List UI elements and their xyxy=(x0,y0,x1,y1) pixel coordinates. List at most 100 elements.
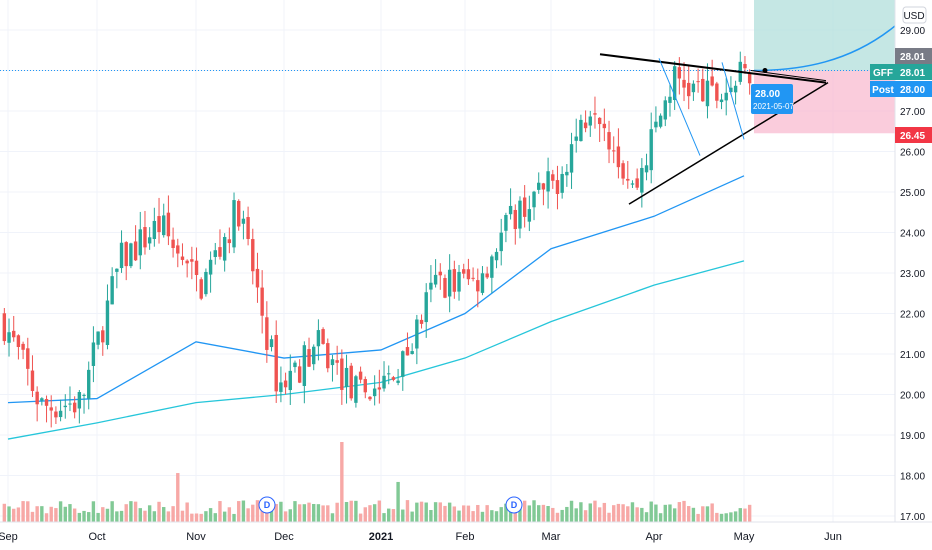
lower-trendline[interactable] xyxy=(628,82,829,205)
candle-body xyxy=(246,217,250,239)
volume-bar xyxy=(35,506,39,522)
volume-bar xyxy=(166,511,171,522)
candle-body xyxy=(382,375,386,389)
volume-bar xyxy=(208,508,213,522)
volume-bar xyxy=(649,501,653,522)
anchor-point[interactable] xyxy=(762,68,768,73)
volume-bar xyxy=(72,508,77,522)
volume-bar xyxy=(68,504,72,522)
dividend-label: D xyxy=(264,500,271,510)
candle-body xyxy=(49,407,53,411)
volume-bar xyxy=(82,510,86,522)
volume-bar xyxy=(480,511,485,522)
volume-bar xyxy=(522,500,527,522)
candle-body xyxy=(705,80,710,107)
price-tag-bg xyxy=(895,127,932,143)
volume-bar xyxy=(462,505,466,522)
drawings[interactable] xyxy=(599,53,829,205)
projection-curve xyxy=(753,25,896,72)
volume-bar xyxy=(518,503,522,522)
volume-bar xyxy=(129,501,133,522)
volume-bar xyxy=(260,508,264,522)
candle-body xyxy=(344,367,349,387)
volume-bar xyxy=(279,501,283,522)
candle-body xyxy=(565,171,569,176)
volume-bar xyxy=(490,510,494,522)
volume-bar xyxy=(471,511,475,522)
callout-date: 2021-05-07 xyxy=(753,102,794,111)
volume-bar xyxy=(635,507,639,522)
currency-box[interactable] xyxy=(902,6,927,24)
volume-bar xyxy=(312,503,316,522)
volume-bar xyxy=(476,504,480,522)
volume-bar xyxy=(26,501,30,522)
candle-body xyxy=(340,358,344,390)
candle-body xyxy=(269,339,274,348)
candle-body xyxy=(54,411,58,418)
upper-trendline[interactable] xyxy=(599,53,827,84)
volume-bar xyxy=(710,503,714,522)
volume-bar xyxy=(77,512,82,522)
candle-body xyxy=(157,216,161,233)
candle-body xyxy=(415,319,419,349)
price-tag-text: 28.01 xyxy=(900,52,925,63)
candle-body xyxy=(621,163,625,179)
candle-body xyxy=(330,359,335,366)
volume-bar xyxy=(424,502,428,522)
candle-body xyxy=(326,343,330,369)
moving-average-line xyxy=(7,260,745,440)
volume-bar xyxy=(387,508,391,522)
time-tick-label: Oct xyxy=(88,531,105,543)
volume-bar xyxy=(58,501,63,522)
candle-body xyxy=(227,239,232,244)
candle-body xyxy=(405,347,410,356)
profit-zone[interactable] xyxy=(754,0,895,71)
volume-bar xyxy=(747,504,752,522)
candle-body xyxy=(433,274,438,285)
volume-bar xyxy=(30,511,35,522)
candle-body xyxy=(77,392,82,409)
volume-bars xyxy=(2,442,752,522)
candle-body xyxy=(668,96,672,103)
dividend-marker[interactable] xyxy=(258,496,276,514)
dividend-marker[interactable] xyxy=(505,496,523,514)
volume-bar xyxy=(668,504,672,522)
volume-bar xyxy=(658,513,663,522)
candle-body xyxy=(419,319,424,324)
candle-body xyxy=(579,119,583,142)
volume-bar xyxy=(447,502,452,522)
candle-body xyxy=(199,279,203,299)
volume-bar xyxy=(705,506,710,522)
candle-body xyxy=(101,330,105,343)
grid xyxy=(0,0,895,522)
candle-body xyxy=(626,178,630,181)
volume-bar xyxy=(738,508,742,522)
candle-body xyxy=(658,115,663,127)
price-callout: 28.00 2021-05-07 xyxy=(751,84,794,114)
candle-body xyxy=(7,332,11,343)
volume-bar xyxy=(87,512,91,522)
price-tick-label: 22.00 xyxy=(900,310,925,321)
candle-body xyxy=(462,269,466,274)
candle-body xyxy=(110,276,114,305)
time-tick-label: Nov xyxy=(186,531,206,543)
candle-body xyxy=(190,259,194,262)
volume-bar xyxy=(527,505,532,522)
time-tick-label: Dec xyxy=(274,531,294,543)
volume-bar xyxy=(194,513,199,522)
volume-bar xyxy=(335,502,339,522)
candle-body xyxy=(635,178,639,188)
volume-bar xyxy=(729,512,733,522)
volume-bar xyxy=(330,513,335,522)
time-tick-label: Mar xyxy=(542,531,561,543)
price-tick-label: 29.00 xyxy=(900,26,925,37)
candle-body xyxy=(35,391,39,405)
volume-bar xyxy=(157,501,161,522)
volume-bar xyxy=(457,510,461,522)
time-axis[interactable]: Sep Oct Nov Dec 2021 Feb Mar Apr May Jun xyxy=(0,521,932,550)
volume-bar xyxy=(218,501,222,522)
candle-body xyxy=(274,334,278,392)
candle-body xyxy=(597,117,602,125)
